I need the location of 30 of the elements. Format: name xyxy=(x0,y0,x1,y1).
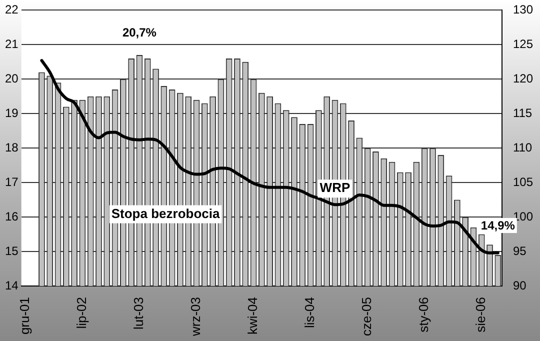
y2-tick-label: 120 xyxy=(512,71,534,86)
y2-tick-label: 110 xyxy=(512,140,532,154)
x-tick-label: lis-04 xyxy=(302,296,318,328)
y2-tick-label: 95 xyxy=(512,244,527,258)
x-tick-label: sie-06 xyxy=(473,296,488,332)
x-tick-label: wrz-03 xyxy=(188,296,204,337)
y-tick-label: 20 xyxy=(4,71,19,86)
y-tick-label: 16 xyxy=(4,209,19,224)
x-tick-label: lut-03 xyxy=(131,296,146,330)
y2-tick-label: 115 xyxy=(512,106,532,120)
data-label: 14,9% xyxy=(480,218,516,232)
y2-tick-label: 130 xyxy=(512,2,534,17)
y-tick-label: 17 xyxy=(4,174,19,189)
y-tick-label: 14 xyxy=(4,278,19,292)
x-tick-label: sty-06 xyxy=(416,296,432,332)
y-tick-label: 15 xyxy=(4,244,19,258)
y2-tick-label: 90 xyxy=(512,278,527,292)
y-tick-label: 19 xyxy=(4,106,19,120)
x-tick-label: cze-05 xyxy=(359,296,374,336)
series-label: Stopa bezrobocia xyxy=(111,206,220,221)
data-label: 20,7% xyxy=(122,25,157,40)
y-tick-label: 18 xyxy=(4,140,19,154)
y2-tick-label: 125 xyxy=(512,36,534,51)
x-tick-label: kwi-04 xyxy=(245,296,260,335)
x-tick-label: gru-01 xyxy=(17,296,32,335)
y-tick-label: 21 xyxy=(4,36,19,51)
x-tick-label: lip-02 xyxy=(74,296,90,329)
y2-tick-label: 105 xyxy=(512,174,534,189)
series-label: WRP xyxy=(320,180,350,196)
y-tick-label: 22 xyxy=(4,2,19,17)
